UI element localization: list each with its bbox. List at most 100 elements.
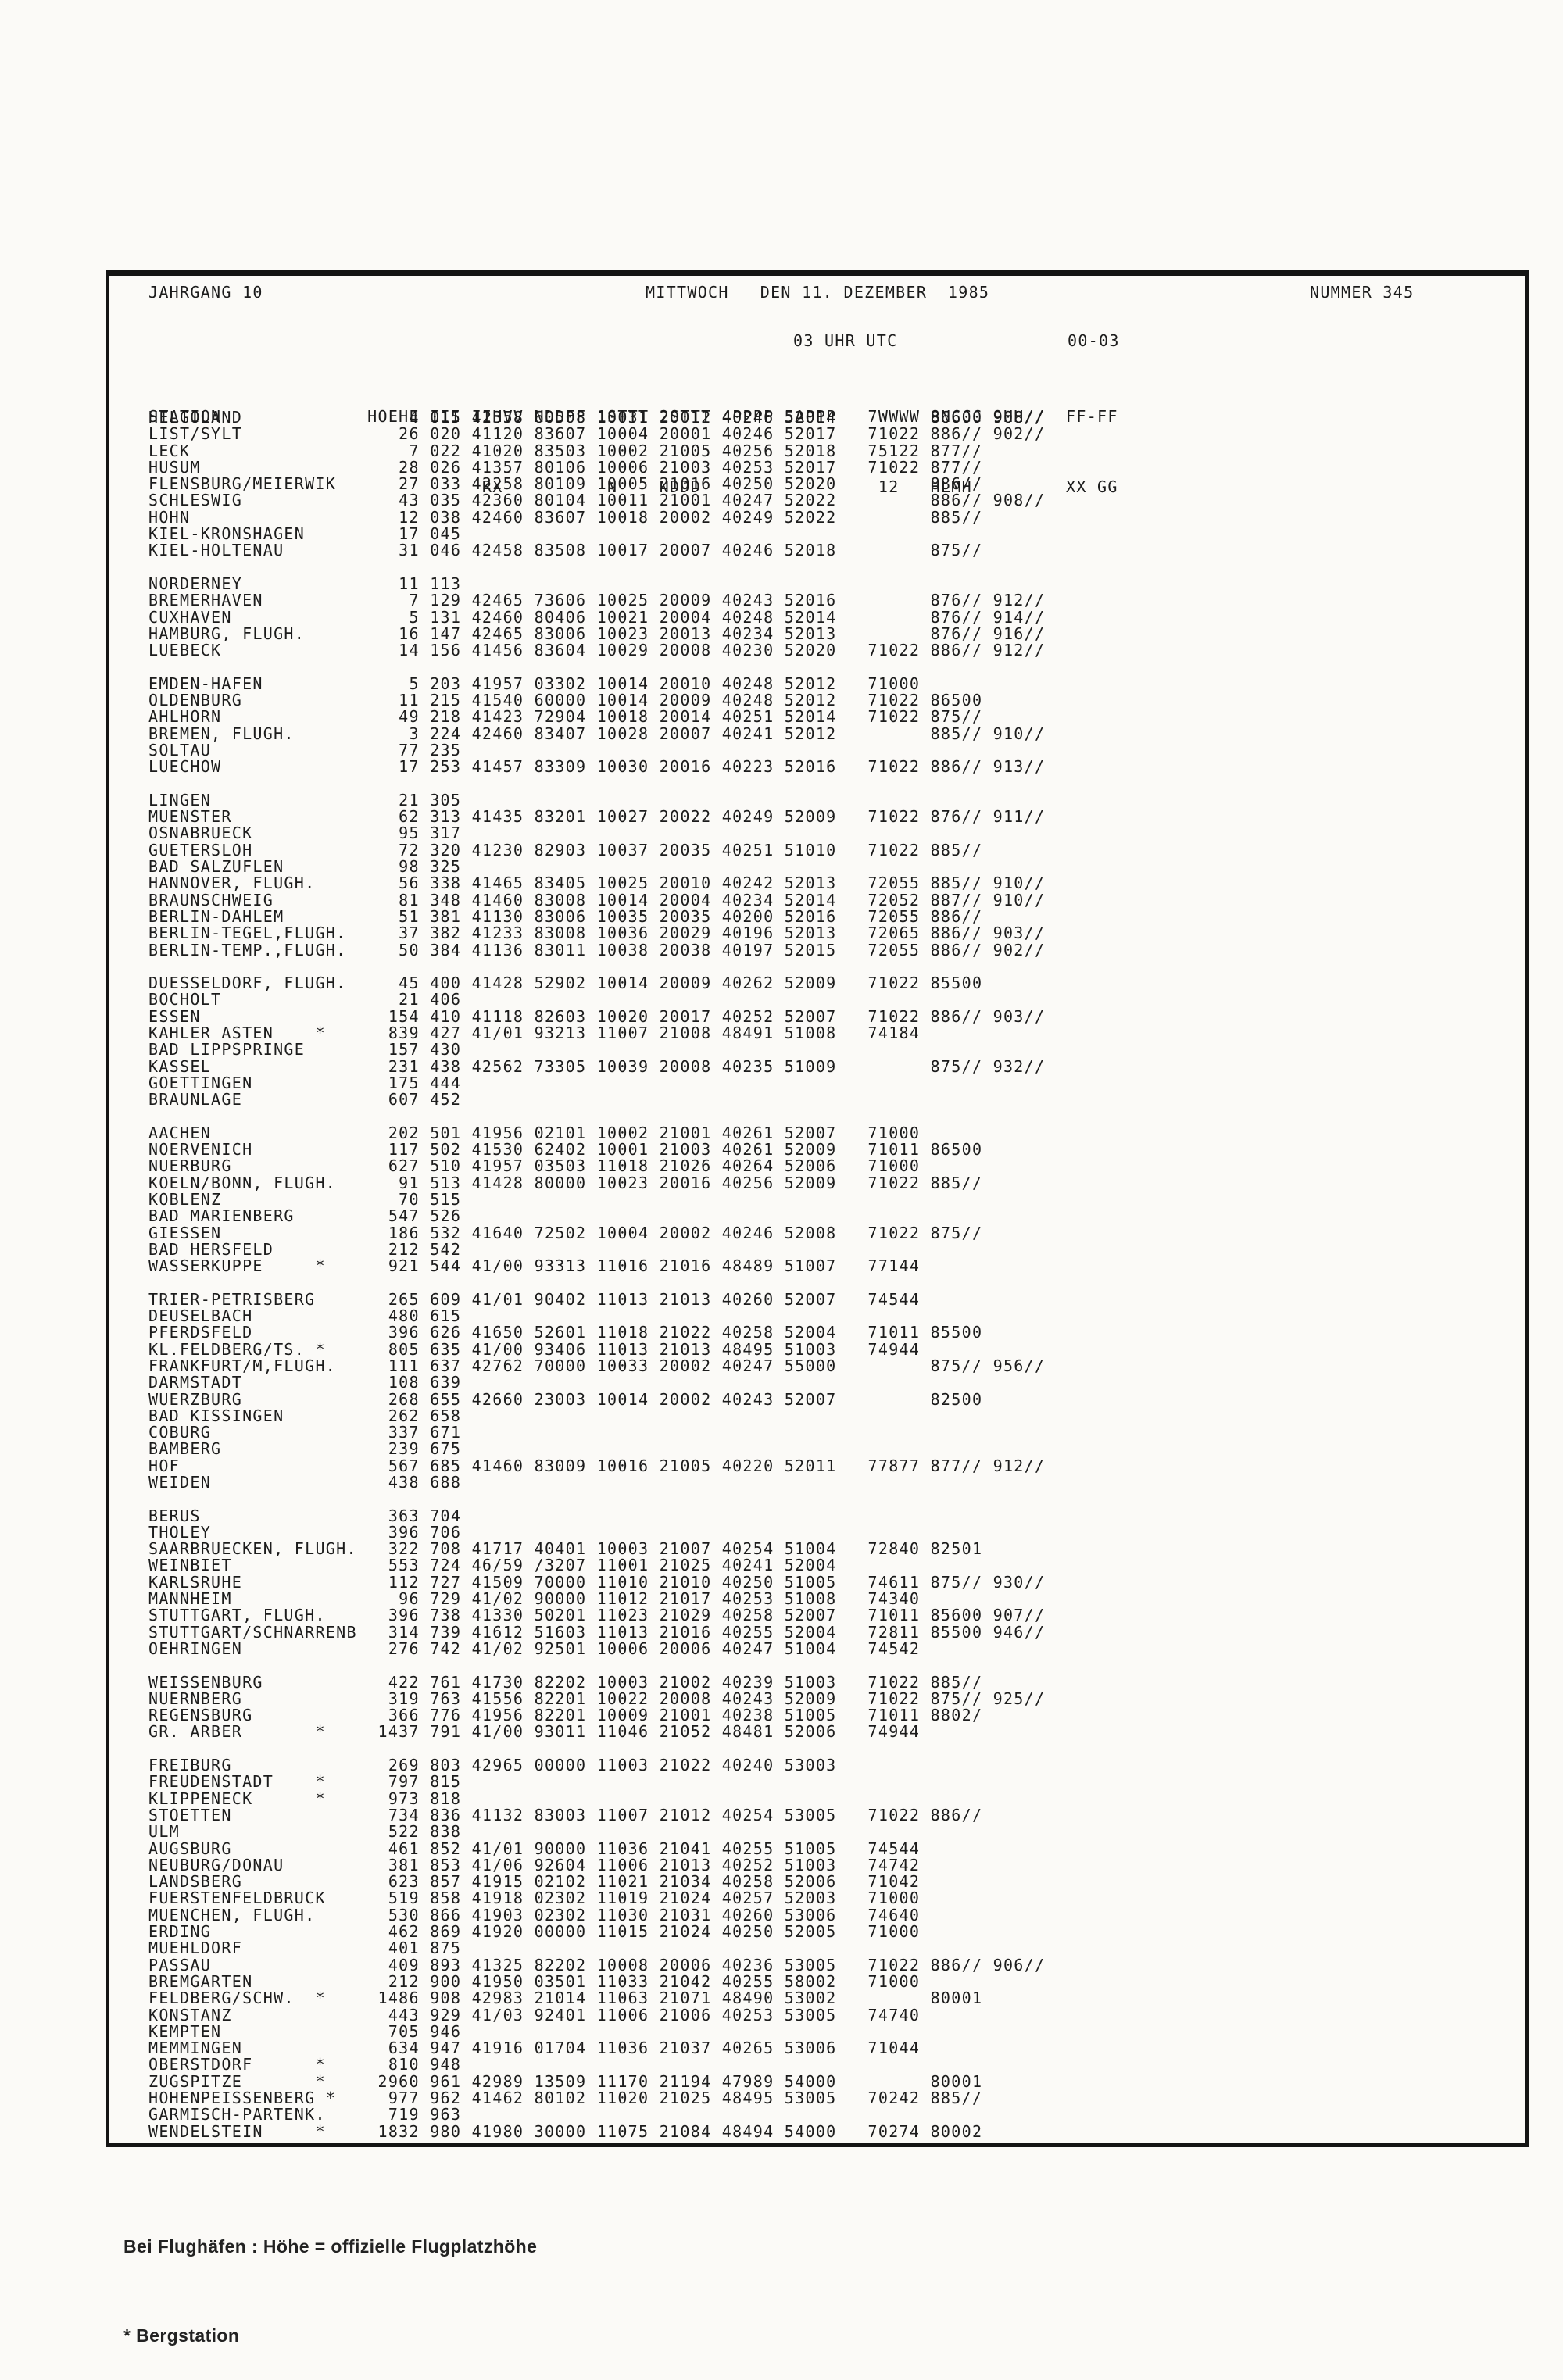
table-row: BERLIN-DAHLEM 51 381 41130 83006 10035 2… (148, 906, 983, 926)
table-row: HAMBURG, FLUGH. 16 147 42465 83006 10023… (148, 624, 1046, 643)
table-row: MANNHEIM 96 729 41/02 90000 11012 21017 … (148, 1589, 921, 1609)
table-row: GR. ARBER * 1437 791 41/00 93011 11046 2… (148, 1722, 921, 1742)
table-row: BERLIN-TEMP.,FLUGH. 50 384 41136 83011 1… (148, 940, 1046, 960)
table-row: BREMGARTEN 212 900 41950 03501 11033 210… (148, 1971, 921, 1991)
table-row: KARLSRUHE 112 727 41509 70000 11010 2101… (148, 1572, 1046, 1592)
time-range-label: 00-03 (1068, 331, 1120, 350)
table-row: KL.FELDBERG/TS. * 805 635 41/00 93406 11… (148, 1339, 921, 1359)
table-row: HELGOLAND 4 015 42358 60508 10031 20012 … (148, 408, 1046, 427)
table-row: NOERVENICH 117 502 41530 62402 10001 210… (148, 1140, 983, 1160)
observation-time-label: 03 UHR UTC (793, 331, 898, 350)
station-group: TRIER-PETRISBERG 265 609 41/01 90402 110… (148, 1291, 1046, 1492)
station-group: DUESSELDORF, FLUGH. 45 400 41428 52902 1… (148, 974, 1046, 1110)
table-row: WASSERKUPPE * 921 544 41/00 93313 11016 … (148, 1256, 921, 1276)
table-row: BAD MARIENBERG 547 526 (148, 1206, 462, 1226)
table-row: LINGEN 21 305 (148, 790, 462, 809)
table-row: NUERBURG 627 510 41957 03503 11018 21026… (148, 1156, 921, 1176)
table-row: STOETTEN 734 836 41132 83003 11007 21012… (148, 1805, 983, 1824)
table-row: GOETTINGEN 175 444 (148, 1073, 462, 1092)
column-header-line1: STATION HOEHE III IIHVV NDDFF 1STTT 2STT… (148, 407, 1118, 426)
table-row: SCHLESWIG 43 035 42360 80104 10011 21001… (148, 491, 1046, 510)
station-group: WEISSENBURG 422 761 41730 82202 10003 21… (148, 1674, 1045, 1741)
table-row: DUESSELDORF, FLUGH. 45 400 41428 52902 1… (148, 974, 983, 993)
table-row: KAHLER ASTEN * 839 427 41/01 93213 11007… (148, 1023, 921, 1042)
table-row: MUENCHEN, FLUGH. 530 866 41903 02302 110… (148, 1905, 921, 1924)
table-row: NUERNBERG 319 763 41556 82201 10022 2000… (148, 1689, 1046, 1708)
table-row: GUETERSLOH 72 320 41230 82903 10037 2003… (148, 840, 983, 859)
footnotes: Bei Flughäfen : Höhe = offizielle Flugpl… (123, 2172, 537, 2380)
table-row: MEMMINGEN 634 947 41916 01704 11036 2103… (148, 2039, 921, 2058)
table-row: BAD HERSFELD 212 542 (148, 1239, 462, 1259)
table-row: AUGSBURG 461 852 41/01 90000 11036 21041… (148, 1839, 921, 1858)
table-row: WUERZBURG 268 655 42660 23003 10014 2000… (148, 1389, 983, 1409)
table-row: BERUS 363 704 (148, 1506, 462, 1525)
table-row: LUECHOW 17 253 41457 83309 10030 20016 4… (148, 757, 1046, 777)
table-row: FELDBERG/SCHW. * 1486 908 42983 21014 11… (148, 1989, 983, 2008)
footnote-mountain-station: * Bergstation (123, 2325, 240, 2346)
table-row: NORDERNEY 11 113 (148, 574, 462, 593)
page-border-frame (106, 270, 1529, 2147)
table-row: WEIDEN 438 688 (148, 1473, 462, 1492)
table-row: HUSUM 28 026 41357 80106 10006 21003 402… (148, 457, 983, 477)
table-row: WENDELSTEIN * 1832 980 41980 30000 11075… (148, 2121, 983, 2141)
table-row: FREIBURG 269 803 42965 00000 11003 21022… (148, 1756, 837, 1775)
table-row: GARMISCH-PARTENK. 719 963 (148, 2105, 462, 2124)
station-observation-table: HELGOLAND 4 015 42358 60508 10031 20012 … (148, 409, 1045, 2157)
station-group: HELGOLAND 4 015 42358 60508 10031 20012 … (148, 409, 1045, 559)
table-row: KLIPPENECK * 973 818 (148, 1789, 462, 1808)
table-row: OLDENBURG 11 215 41540 60000 10014 20009… (148, 691, 983, 710)
table-row: CUXHAVEN 5 131 42460 80406 10021 20004 4… (148, 607, 1046, 627)
table-row: KONSTANZ 443 929 41/03 92401 11006 21006… (148, 2005, 921, 2024)
table-row: BERLIN-TEGEL,FLUGH. 37 382 41233 83008 1… (148, 924, 1046, 943)
table-row: PASSAU 409 893 41325 82202 10008 20006 4… (148, 1955, 1046, 1974)
table-row: WEINBIET 553 724 46/59 /3207 11001 21025… (148, 1556, 837, 1575)
column-headers: STATION HOEHE III IIHVV NDDFF 1STTT 2STT… (148, 358, 1118, 522)
table-row: DARMSTADT 108 639 (148, 1373, 462, 1392)
table-row: STUTTGART, FLUGH. 396 738 41330 50201 11… (148, 1606, 1046, 1625)
table-row: STUTTGART/SCHNARRENB 314 739 41612 51603… (148, 1622, 1046, 1642)
table-row: FUERSTENFELDBRUCK 519 858 41918 02302 11… (148, 1889, 921, 1908)
table-row: REGENSBURG 366 776 41956 82201 10009 210… (148, 1706, 983, 1725)
table-row: ESSEN 154 410 41118 82603 10020 20017 40… (148, 1006, 1046, 1026)
table-row: HOHENPEISSENBERG * 977 962 41462 80102 1… (148, 2088, 983, 2107)
table-row: BRAUNSCHWEIG 81 348 41460 83008 10014 20… (148, 890, 1046, 909)
table-row: GIESSEN 186 532 41640 72502 10004 20002 … (148, 1223, 983, 1242)
station-group: AACHEN 202 501 41956 02101 10002 21001 4… (148, 1123, 1045, 1276)
station-group: FREIBURG 269 803 42965 00000 11003 21022… (148, 1756, 1046, 2141)
table-row: FLENSBURG/MEIERWIK 27 033 42258 80109 10… (148, 474, 983, 494)
station-group: NORDERNEY 11 113 BREMERHAVEN 7 129 42465 … (148, 574, 1046, 660)
table-row: ZUGSPITZE * 2960 961 42989 13509 11170 2… (148, 2071, 983, 2091)
table-row: OBERSTDORF * 810 948 (148, 2055, 462, 2074)
table-row: LUEBECK 14 156 41456 83604 10029 20008 4… (148, 641, 1046, 660)
journal-year-label: JAHRGANG 10 (148, 283, 263, 302)
table-row: FRANKFURT/M,FLUGH. 111 637 42762 70000 1… (148, 1356, 1046, 1375)
table-row: BOCHOLT 21 406 (148, 990, 462, 1010)
table-row: ERDING 462 869 41920 00000 11015 21024 4… (148, 1922, 921, 1942)
table-row: AHLHORN 49 218 41423 72904 10018 20014 4… (148, 707, 983, 727)
table-row: HOF 567 685 41460 83009 10016 21005 4022… (148, 1456, 1046, 1475)
table-row: AACHEN 202 501 41956 02101 10002 21001 4… (148, 1123, 921, 1142)
table-row: COBURG 337 671 (148, 1423, 462, 1442)
table-row: BRAUNLAGE 607 452 (148, 1090, 462, 1110)
table-row: OSNABRUECK 95 317 (148, 824, 462, 843)
table-row: BAD LIPPSPRINGE 157 430 (148, 1040, 462, 1060)
table-row: KIEL-HOLTENAU 31 046 42458 83508 10017 2… (148, 541, 983, 560)
table-row: HOHN 12 038 42460 83607 10018 20002 4024… (148, 507, 983, 527)
scanned-weather-bulletin-page: { "colors": { "ink": "#1c1c1c", "paper":… (106, 270, 1529, 2346)
table-row: MUENSTER 62 313 41435 83201 10027 20022 … (148, 807, 1046, 827)
table-row: BAD SALZUFLEN 98 325 (148, 857, 462, 877)
table-row: HANNOVER, FLUGH. 56 338 41465 83405 1002… (148, 874, 1046, 893)
table-row: EMDEN-HAFEN 5 203 41957 03302 10014 2001… (148, 674, 921, 693)
table-row: MUEHLDORF 401 875 (148, 1939, 462, 1958)
table-row: BREMEN, FLUGH. 3 224 42460 83407 10028 2… (148, 724, 1046, 743)
table-row: PFERDSFELD 396 626 41650 52601 11018 210… (148, 1323, 983, 1342)
table-row: WEISSENBURG 422 761 41730 82202 10003 21… (148, 1672, 983, 1692)
table-row: LECK 7 022 41020 83503 10002 21005 40256… (148, 441, 983, 460)
table-row: NEUBURG/DONAU 381 853 41/06 92604 11006 … (148, 1855, 921, 1874)
table-row: BAMBERG 239 675 (148, 1439, 462, 1459)
table-row: KEMPTEN 705 946 (148, 2021, 462, 2041)
table-row: OEHRINGEN 276 742 41/02 92501 10006 2000… (148, 1638, 921, 1658)
table-row: SOLTAU 77 235 (148, 740, 462, 759)
table-row: BAD KISSINGEN 262 658 (148, 1406, 462, 1425)
table-row: KIEL-KRONSHAGEN 17 045 (148, 524, 462, 544)
